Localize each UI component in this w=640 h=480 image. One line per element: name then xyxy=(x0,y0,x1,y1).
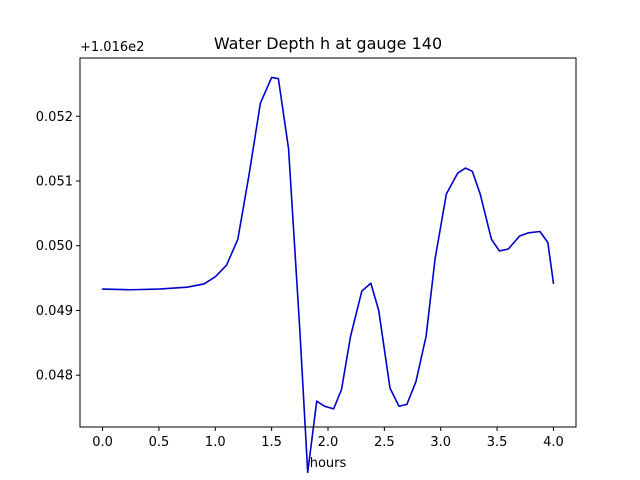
y-tick-label: 0.052 xyxy=(36,110,73,125)
series-line-0 xyxy=(101,76,555,474)
x-tick-label: 1.0 xyxy=(205,435,226,450)
x-tick-label: 0.5 xyxy=(149,435,170,450)
x-axis-label: hours xyxy=(310,456,347,471)
y-axis: 0.048 0.049 0.050 0.051 0.052 xyxy=(36,110,80,384)
x-tick-label: 2.5 xyxy=(374,435,395,450)
y-offset-label: +1.016e2 xyxy=(80,40,144,55)
y-tick-label: 0.049 xyxy=(36,304,73,319)
x-tick-label: 4.0 xyxy=(543,435,564,450)
x-axis: 0.0 0.5 1.0 1.5 2.0 2.5 3.0 3.5 4.0 xyxy=(92,427,564,450)
x-tick-label: 3.5 xyxy=(487,435,508,450)
x-tick-label: 1.5 xyxy=(261,435,282,450)
y-tick-label: 0.050 xyxy=(36,239,73,254)
y-tick-label: 0.048 xyxy=(36,369,73,384)
x-tick-label: 0.0 xyxy=(92,435,113,450)
x-tick-label: 3.0 xyxy=(430,435,451,450)
y-tick-label: 0.051 xyxy=(36,175,73,190)
x-tick-label: 2.0 xyxy=(318,435,339,450)
chart-title: Water Depth h at gauge 140 xyxy=(214,34,442,53)
